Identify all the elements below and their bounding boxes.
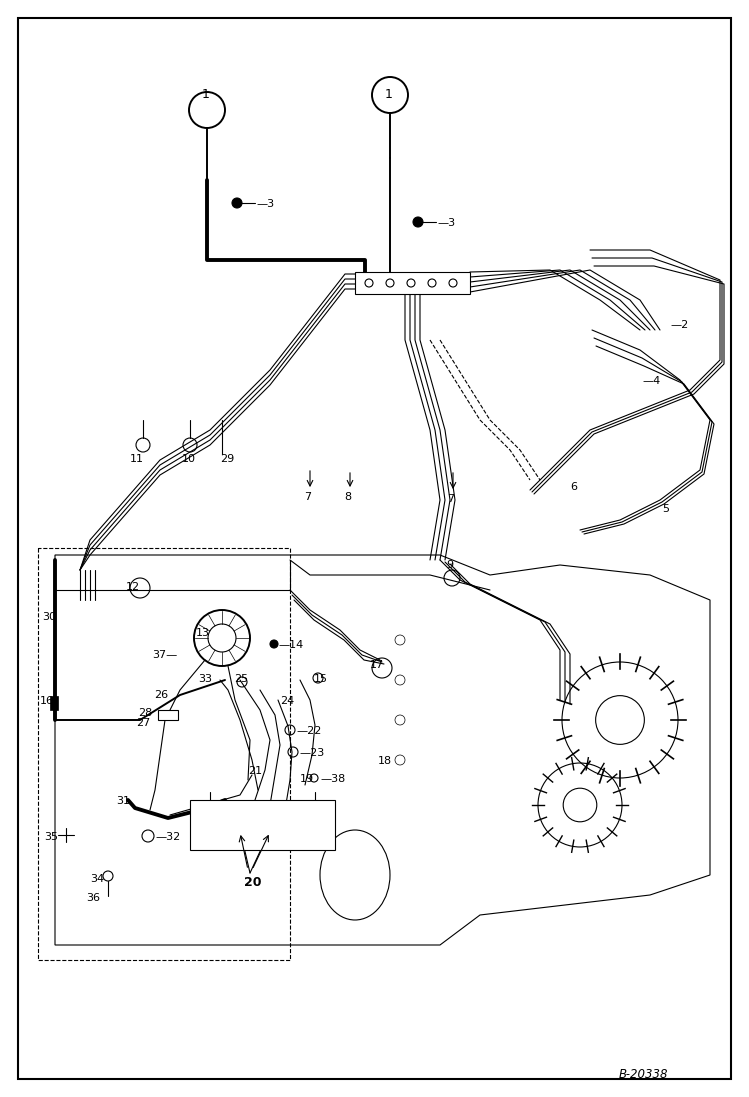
Text: 21: 21	[248, 766, 262, 776]
Text: 25: 25	[234, 674, 248, 685]
Bar	[158, 710, 178, 720]
Text: 37—: 37—	[152, 651, 178, 660]
Text: 12: 12	[126, 583, 140, 592]
Bar	[50, 695, 58, 710]
Text: —14: —14	[278, 640, 303, 651]
Text: 1: 1	[385, 88, 393, 101]
Text: 33: 33	[198, 674, 212, 685]
Text: —3: —3	[256, 199, 274, 210]
Text: —22: —22	[296, 726, 321, 736]
Text: 24: 24	[280, 695, 294, 706]
Bar	[190, 800, 335, 850]
Text: 19: 19	[300, 774, 314, 784]
Text: 30: 30	[42, 612, 56, 622]
Text: 11: 11	[130, 454, 144, 464]
Text: 31: 31	[116, 796, 130, 806]
Text: —2: —2	[670, 320, 688, 330]
Text: 29: 29	[220, 454, 234, 464]
Text: 13: 13	[196, 627, 210, 638]
Text: 28: 28	[138, 708, 152, 719]
Text: 35: 35	[44, 832, 58, 842]
Text: 15: 15	[314, 674, 328, 685]
Text: 16: 16	[40, 695, 54, 706]
Circle shape	[413, 217, 423, 227]
Text: 18: 18	[378, 756, 392, 766]
Text: —38: —38	[320, 774, 345, 784]
Text: 34: 34	[90, 874, 104, 884]
Text: —4: —4	[642, 376, 661, 386]
Text: 26: 26	[154, 690, 168, 700]
Text: 27: 27	[136, 719, 151, 728]
Text: 1: 1	[202, 88, 210, 101]
Text: —32: —32	[155, 832, 181, 842]
Circle shape	[270, 640, 278, 648]
Text: —23: —23	[299, 748, 324, 758]
Text: 5: 5	[662, 504, 669, 514]
Text: 17: 17	[370, 660, 384, 670]
Text: 20: 20	[244, 877, 261, 889]
Text: 8: 8	[344, 491, 351, 502]
Text: B-20338: B-20338	[619, 1068, 668, 1081]
Text: 36: 36	[86, 893, 100, 903]
Bar	[355, 272, 470, 294]
Text: 6: 6	[570, 482, 577, 491]
Text: 7: 7	[447, 494, 454, 504]
Text: —3: —3	[437, 218, 455, 228]
Text: 9: 9	[446, 559, 453, 570]
Circle shape	[232, 197, 242, 208]
Text: 10: 10	[182, 454, 196, 464]
Text: 7: 7	[304, 491, 311, 502]
